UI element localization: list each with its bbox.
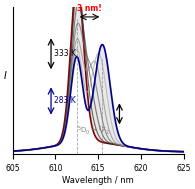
- Text: 3 nm!: 3 nm!: [77, 4, 102, 13]
- Text: $^5$D$_0$$\rightarrow$$^7$F$_2$: $^5$D$_0$$\rightarrow$$^7$F$_2$: [77, 125, 110, 137]
- Y-axis label: I: I: [4, 71, 7, 81]
- X-axis label: Wavelength / nm: Wavelength / nm: [62, 176, 134, 185]
- Text: 333 K: 333 K: [54, 49, 76, 58]
- Text: 283 K: 283 K: [54, 96, 75, 105]
